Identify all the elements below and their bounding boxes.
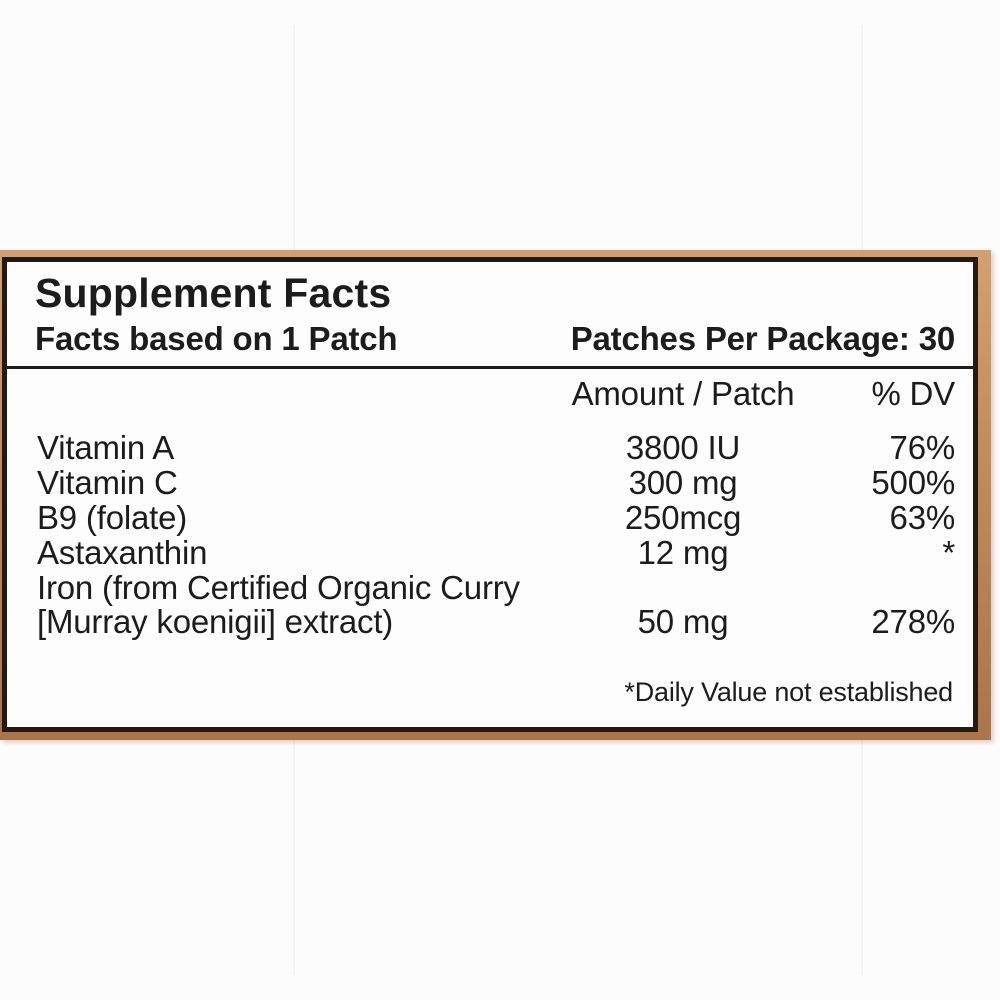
nutrient-name: Astaxanthin [37, 534, 208, 571]
nutrient-amount: 250mcg [624, 499, 742, 536]
nutrient-dv: 76% [889, 429, 956, 466]
column-header-dv: % DV [871, 375, 955, 412]
supplement-label: Supplement Facts Facts based on 1 Patch … [2, 257, 978, 732]
nutrient-dv: * [942, 534, 955, 571]
nutrient-dv: 63% [889, 499, 956, 536]
nutrient-amount: 3800 IU [625, 429, 741, 466]
nutrient-name: Iron (from Certified Organic Curry [37, 569, 520, 606]
nutrient-dv: 500% [871, 464, 955, 501]
table-row-b9-folate: B9 (folate) 250mcg 63% [7, 500, 973, 535]
nutrient-dv: 278% [871, 603, 955, 640]
table-row-vitamin-a: Vitamin A 3800 IU 76% [7, 430, 973, 465]
label-title: Supplement Facts [35, 270, 392, 316]
table-row-astaxanthin: Astaxanthin 12 mg * [7, 535, 973, 570]
nutrient-amount: 12 mg [637, 534, 729, 571]
table-row-vitamin-c: Vitamin C 300 mg 500% [7, 465, 973, 500]
header-divider [7, 366, 973, 369]
nutrient-amount: 300 mg [628, 464, 738, 501]
nutrient-amount: 50 mg [637, 603, 729, 640]
supplement-label-border: Supplement Facts Facts based on 1 Patch … [0, 250, 991, 740]
column-header-row: Amount / Patch % DV [7, 376, 973, 411]
serving-basis-text: Facts based on 1 Patch [35, 320, 398, 357]
nutrient-name: B9 (folate) [37, 499, 188, 536]
patches-per-package-text: Patches Per Package: 30 [570, 320, 956, 357]
nutrient-name-line2: [Murray koenigii] extract) [37, 603, 394, 640]
nutrient-name: Vitamin A [37, 429, 174, 466]
daily-value-footnote: *Daily Value not established [624, 677, 953, 707]
nutrient-name: Vitamin C [37, 464, 178, 501]
column-header-amount: Amount / Patch [571, 375, 795, 412]
table-row-iron: Iron (from Certified Organic Curry [Murr… [7, 570, 973, 640]
